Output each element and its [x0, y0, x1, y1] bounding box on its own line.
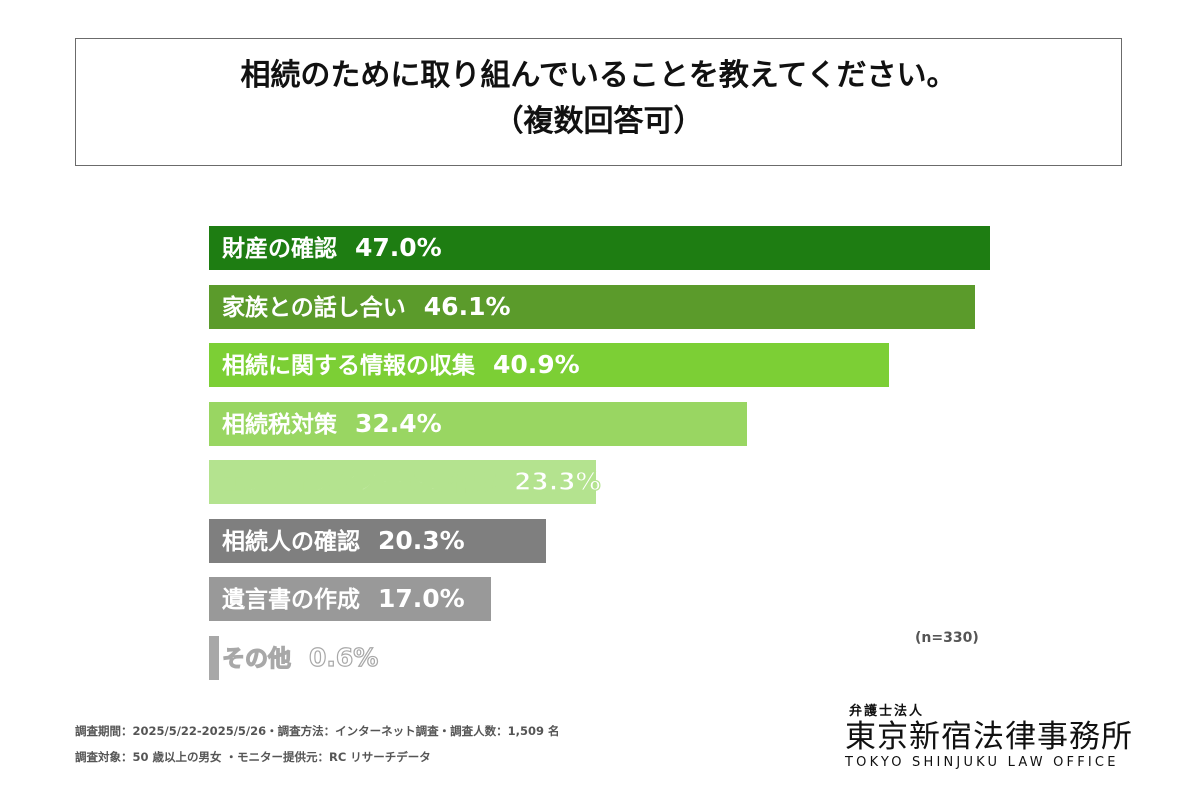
category-label: 遺言書の作成	[222, 587, 360, 613]
bar-7	[209, 577, 492, 621]
bar-label-1: 財産の確認 47.0%	[222, 226, 442, 270]
sample-size-note: (n=330)	[915, 630, 979, 646]
category-label: その他	[221, 645, 291, 672]
bar-label-5: エンディングノートの作成 23.3%	[221, 460, 601, 504]
value-label: 0.6%	[308, 642, 379, 672]
bar-4	[209, 401, 748, 446]
bar-label-6: 相続人の確認 20.3%	[222, 519, 465, 563]
value-label: 47.0%	[355, 233, 442, 262]
value-label: 46.1%	[423, 291, 511, 321]
bar-8	[209, 635, 219, 680]
law-office-logo: 弁護士法人 東京新宿法律事務所 TOKYO SHINJUKU LAW OFFIC…	[845, 700, 1135, 770]
value-label: 40.9%	[493, 350, 580, 379]
value-label: 17.0%	[378, 584, 465, 613]
bar-5	[209, 460, 597, 504]
bar-3	[209, 343, 889, 387]
logo-small-text: 弁護士法人	[849, 704, 925, 719]
bar-label-7: 遺言書の作成 17.0%	[222, 577, 465, 621]
category-label: 相続に関する情報の収集	[222, 353, 475, 379]
chart-subtitle: （複数回答可）	[493, 104, 704, 139]
survey-period-note: 調査期間：2025/5/22-2025/5/26・調査方法：インターネット調査・…	[75, 724, 560, 738]
survey-target-note: 調査対象：50 歳以上の男女 ・モニター提供元：RC リサーチデータ	[75, 750, 431, 764]
category-label: 家族との話し合い	[222, 294, 406, 321]
category-label: 財産の確認	[222, 236, 337, 262]
logo-english-text: TOKYO SHINJUKU LAW OFFICE	[845, 755, 1119, 770]
value-label: 23.3%	[513, 466, 601, 496]
chart-title: 相続のために取り組んでいることを教えてください。	[240, 58, 957, 93]
bar-1	[209, 226, 990, 270]
logo-main-text: 東京新宿法律事務所	[845, 719, 1133, 755]
bar-6	[209, 518, 547, 563]
category-label: エンディングノートの作成	[221, 469, 496, 496]
bar-label-2: 家族との話し合い 46.1%	[222, 285, 511, 329]
bar-label-3: 相続に関する情報の収集 40.9%	[222, 343, 580, 387]
value-label: 20.3%	[378, 525, 465, 555]
bar-2	[209, 284, 976, 329]
bar-label-4: 相続税対策 32.4%	[222, 402, 442, 446]
value-label: 32.4%	[355, 408, 442, 438]
category-label: 相続税対策	[222, 411, 337, 438]
bar-label-8: その他 0.6%	[221, 636, 379, 680]
title-box: 相続のために取り組んでいることを教えてください。 （複数回答可）	[75, 38, 1122, 166]
category-label: 相続人の確認	[222, 528, 360, 555]
